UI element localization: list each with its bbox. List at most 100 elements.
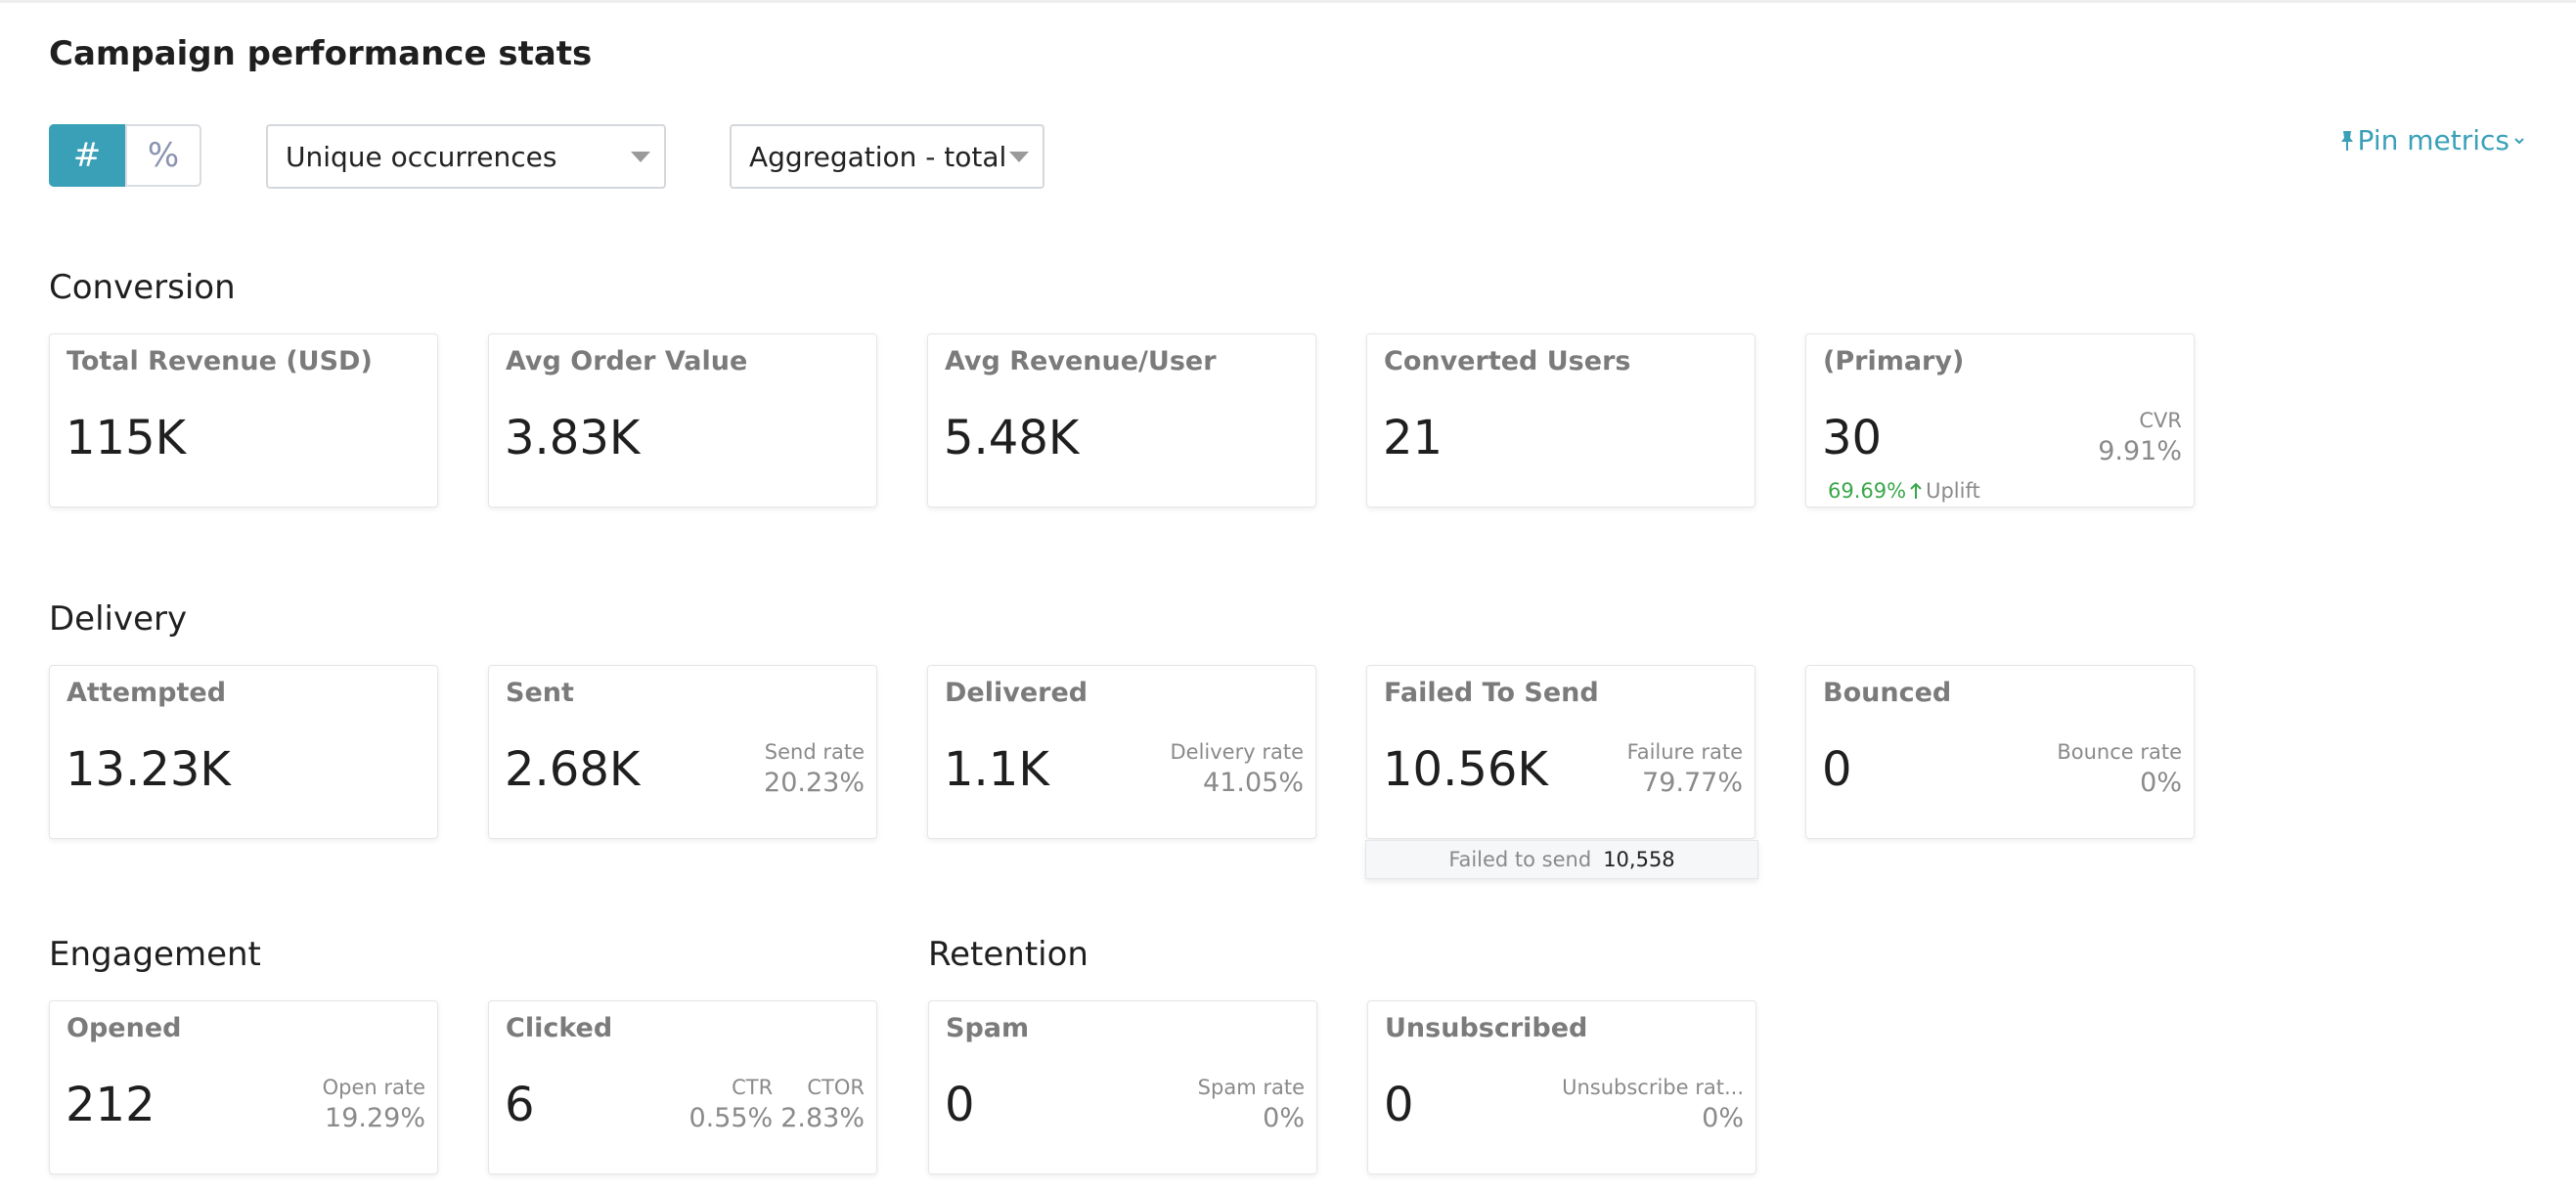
uplift-label: Uplift xyxy=(1926,479,1980,503)
pin-metrics[interactable]: Pin metrics xyxy=(2340,124,2525,156)
card-value: 1.1K xyxy=(944,742,1049,797)
card-label: Bounced xyxy=(1823,678,1952,708)
card-value: 2.68K xyxy=(505,742,641,797)
side-metrics: CTR 0.55% CTOR 2.83% xyxy=(688,1076,865,1133)
side-label: Open rate xyxy=(322,1076,425,1099)
section-title: Retention xyxy=(928,935,1088,974)
card-label: Attempted xyxy=(67,678,227,708)
side-value: 20.23% xyxy=(764,768,865,798)
card-value: 115K xyxy=(66,411,187,465)
card-label: Failed To Send xyxy=(1384,678,1599,708)
side-value: 0.55% xyxy=(688,1103,774,1133)
side-metric: Bounce rate 0% xyxy=(2057,740,2182,798)
percent-toggle[interactable]: % xyxy=(125,124,201,187)
card-label: Unsubscribed xyxy=(1385,1013,1588,1043)
metric-card: Sent 2.68K Send rate 20.23% xyxy=(488,665,877,839)
metric-card: Clicked 6 CTR 0.55% CTOR 2.83% xyxy=(488,1000,877,1174)
card-label: Total Revenue (USD) xyxy=(67,346,373,376)
side-metric: Open rate 19.29% xyxy=(323,1076,425,1133)
card-value: 5.48K xyxy=(944,411,1080,465)
side-value: 0% xyxy=(2140,768,2182,798)
metric-card: Bounced 0 Bounce rate 0% xyxy=(1805,665,2195,839)
card-value: 0 xyxy=(1384,1078,1414,1132)
metric-card: Failed To Send 10.56K Failure rate 79.77% Fa… xyxy=(1365,665,1758,879)
side-label: Send rate xyxy=(764,740,865,764)
side-metrics: CVR 9.91% xyxy=(2098,409,2182,466)
metric-card: Spam 0 Spam rate 0% xyxy=(928,1000,1317,1174)
pin-text: Pin metrics xyxy=(2357,124,2509,156)
tooltip-value: 10,558 xyxy=(1603,848,1675,871)
card-label: Delivered xyxy=(945,678,1088,708)
card-value: 21 xyxy=(1383,411,1443,465)
card-value: 3.83K xyxy=(505,411,641,465)
side-label: CVR xyxy=(2139,409,2182,432)
pin-icon xyxy=(2340,130,2353,151)
side-label: Spam rate xyxy=(1197,1076,1305,1099)
card-label: Opened xyxy=(67,1013,182,1043)
side-label: Bounce rate xyxy=(2057,740,2182,764)
side-value: 9.91% xyxy=(2098,436,2182,466)
side-metrics: Bounce rate 0% xyxy=(2057,740,2182,798)
card-label: Avg Revenue/User xyxy=(945,346,1217,376)
side-label: CTR xyxy=(732,1076,774,1099)
side-label: Delivery rate xyxy=(1170,740,1305,764)
card-value: 0 xyxy=(1822,742,1852,797)
count-toggle[interactable]: # xyxy=(49,124,125,187)
metric-card: Unsubscribed 0 Unsubscribe rat... 0% xyxy=(1367,1000,1756,1174)
side-metric: Spam rate 0% xyxy=(1198,1076,1305,1133)
card-value: 212 xyxy=(66,1078,155,1132)
tooltip: Failed to send 10,558 xyxy=(1365,840,1758,879)
side-metrics: Failure rate 79.77% xyxy=(1627,740,1743,798)
metric-card: Converted Users 21 xyxy=(1366,333,1755,508)
side-metric: Unsubscribe rat... 0% xyxy=(1562,1076,1744,1133)
side-metric: CVR 9.91% xyxy=(2098,409,2182,466)
section-title: Engagement xyxy=(49,935,261,974)
metric-card: Attempted 13.23K xyxy=(49,665,438,839)
card-value: 13.23K xyxy=(66,742,231,797)
card-label: Sent xyxy=(506,678,574,708)
uplift: 69.69% Uplift xyxy=(1828,479,1980,503)
side-metric: Failure rate 79.77% xyxy=(1627,740,1743,798)
side-value: 19.29% xyxy=(325,1103,425,1133)
metric-card: Total Revenue (USD) 115K xyxy=(49,333,438,508)
metric-card: Delivered 1.1K Delivery rate 41.05% xyxy=(927,665,1316,839)
metric-card: Opened 212 Open rate 19.29% xyxy=(49,1000,438,1174)
side-metric: Delivery rate 41.05% xyxy=(1171,740,1305,798)
side-metrics: Spam rate 0% xyxy=(1198,1076,1305,1133)
card-label: (Primary) xyxy=(1823,346,1965,376)
dropdown-text: Unique occurrences xyxy=(286,140,557,173)
card-value: 10.56K xyxy=(1383,742,1548,797)
side-metrics: Open rate 19.29% xyxy=(323,1076,425,1133)
aggregation-dropdown[interactable]: Aggregation - total xyxy=(730,124,1044,189)
card-value: 0 xyxy=(945,1078,975,1132)
side-metric: Send rate 20.23% xyxy=(764,740,865,798)
card-label: Avg Order Value xyxy=(506,346,748,376)
section-title: Delivery xyxy=(49,599,188,639)
side-label: CTOR xyxy=(807,1076,865,1099)
side-metrics: Send rate 20.23% xyxy=(764,740,865,798)
tooltip-label: Failed to send xyxy=(1448,848,1592,871)
side-label: Unsubscribe rat... xyxy=(1562,1076,1744,1099)
dropdown-text: Aggregation - total xyxy=(749,140,1007,173)
side-value: 2.83% xyxy=(780,1103,865,1133)
side-value: 0% xyxy=(1702,1103,1744,1133)
side-value: 0% xyxy=(1263,1103,1305,1133)
chevron xyxy=(2514,137,2524,144)
page-title: Campaign performance stats xyxy=(49,34,593,73)
side-metrics: Delivery rate 41.05% xyxy=(1171,740,1305,798)
metric-card: Avg Order Value 3.83K xyxy=(488,333,877,508)
section-title: Conversion xyxy=(49,268,236,307)
card-label: Spam xyxy=(946,1013,1030,1043)
metric-card: Avg Revenue/User 5.48K xyxy=(927,333,1316,508)
occurrence-dropdown[interactable]: Unique occurrences xyxy=(266,124,666,189)
side-metrics: Unsubscribe rat... 0% xyxy=(1562,1076,1744,1133)
uplift-value: 69.69% xyxy=(1828,479,1907,503)
side-value: 79.77% xyxy=(1642,768,1743,798)
side-metric: CTR 0.55% xyxy=(688,1076,773,1133)
side-label: Failure rate xyxy=(1626,740,1743,764)
caret xyxy=(631,152,650,162)
up-arrow xyxy=(1910,482,1922,499)
card-label: Converted Users xyxy=(1384,346,1631,376)
side-metric: CTOR 2.83% xyxy=(780,1076,865,1133)
